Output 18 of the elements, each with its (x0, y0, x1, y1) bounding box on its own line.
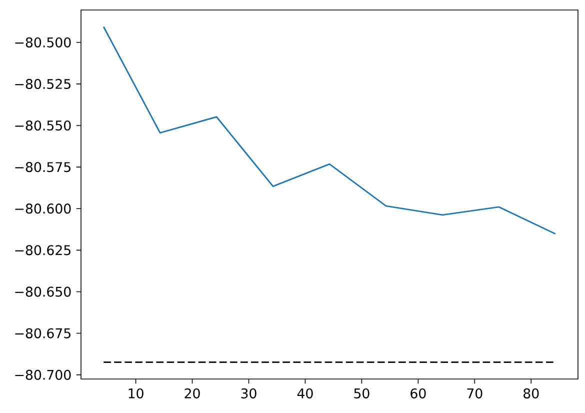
y-tick-label: −80.575 (15, 162, 70, 172)
y-tick-label: −80.625 (15, 245, 70, 256)
y-tick-label: −80.675 (15, 328, 70, 338)
x-tick-label: 70 (467, 388, 482, 398)
y-tick-label: −80.500 (15, 37, 71, 48)
x-tick-label: 80 (524, 388, 539, 398)
x-tick-label: 20 (184, 388, 200, 398)
y-tick-label: −80.525 (15, 78, 70, 89)
y-tick-label: −80.650 (15, 286, 71, 297)
line-series (102, 26, 556, 235)
x-tick-label: 30 (241, 388, 256, 398)
x-tick-label: 60 (410, 388, 426, 398)
x-tick-label: 40 (297, 388, 313, 398)
y-tick-label: −80.700 (15, 370, 71, 380)
y-tick-label: −80.600 (15, 204, 71, 214)
x-tick-label: 50 (354, 388, 370, 398)
x-tick-label: 10 (128, 388, 144, 398)
y-tick-label: −80.550 (15, 120, 71, 131)
